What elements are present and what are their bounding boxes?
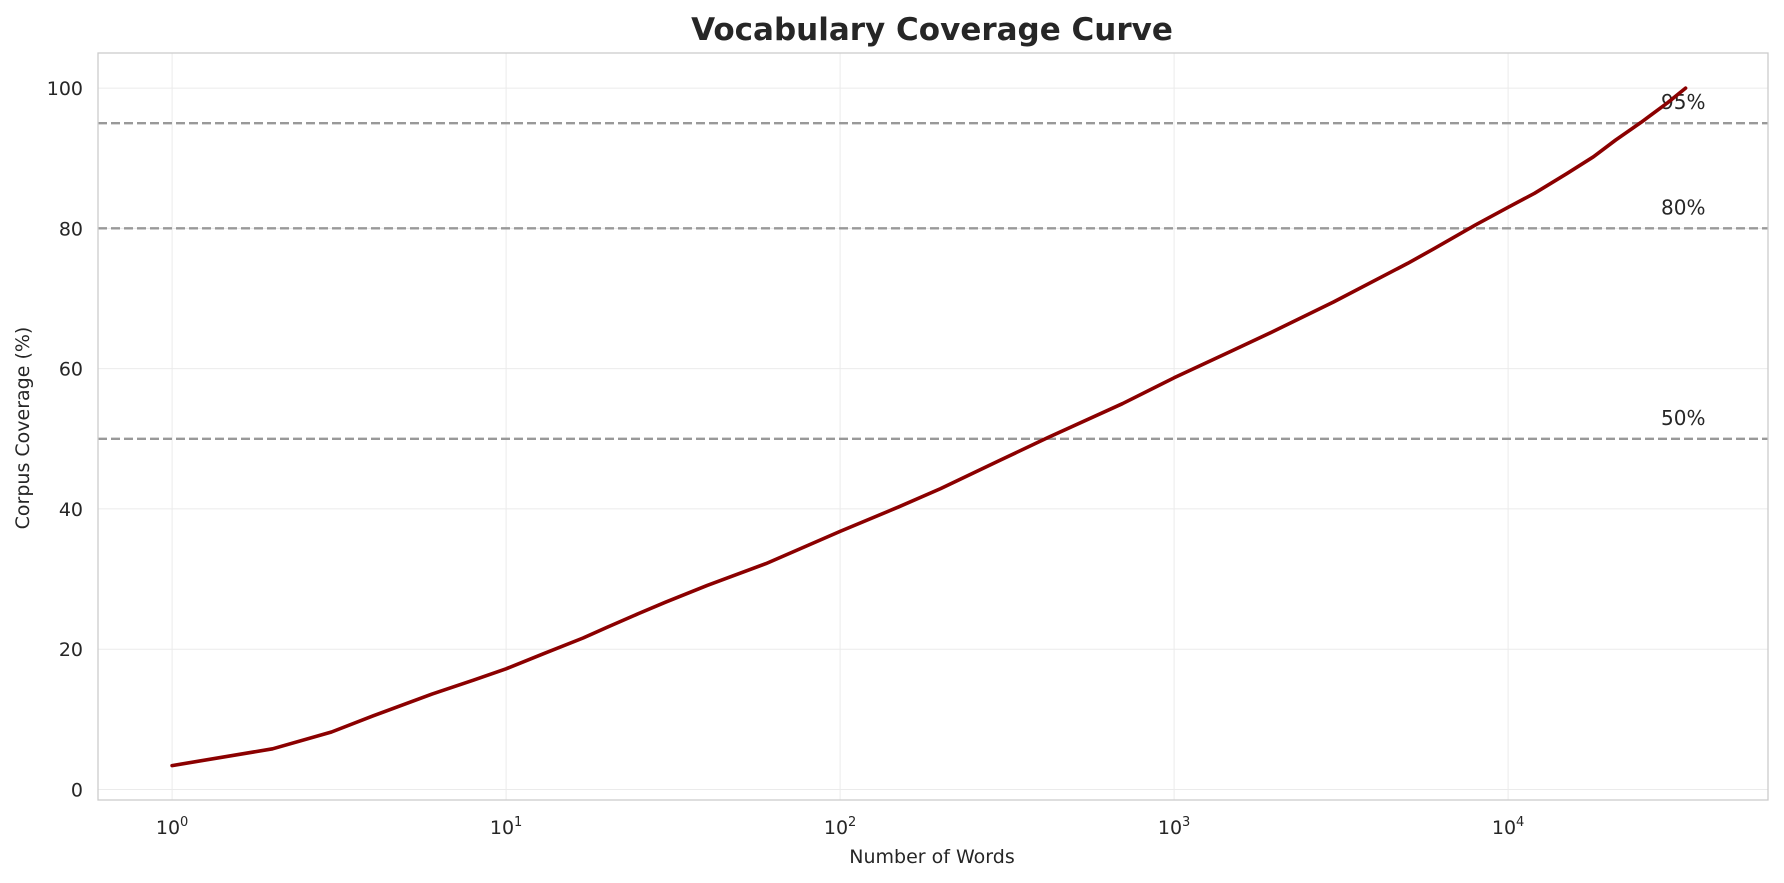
y-tick-label: 80 [59, 218, 83, 240]
x-axis-label: Number of Words [849, 846, 1014, 868]
y-tick-label: 60 [59, 359, 83, 381]
coverage-line [170, 86, 1688, 768]
x-tick-exponent: 2 [848, 815, 856, 830]
plot-frame [97, 52, 1769, 801]
x-tick-base: 10 [1492, 817, 1516, 839]
x-tick-base: 10 [490, 817, 514, 839]
reference-lines: 95%80%50% [98, 90, 1768, 440]
y-tick-label: 20 [59, 639, 83, 661]
y-tick-label: 0 [71, 779, 83, 801]
x-tick-label: 100 [156, 815, 188, 839]
x-tick-exponent: 3 [1182, 815, 1190, 830]
x-tick-exponent: 4 [1516, 815, 1524, 830]
x-tick-label: 104 [1492, 815, 1524, 839]
y-tick-label: 100 [47, 78, 83, 100]
x-tick-label: 102 [824, 815, 856, 839]
x-tick-exponent: 0 [180, 815, 188, 830]
x-tick-label: 103 [1158, 815, 1190, 839]
reference-line-label: 80% [1661, 195, 1705, 219]
y-axis-label: Corpus Coverage (%) [12, 327, 34, 530]
y-tick-label: 40 [59, 499, 83, 521]
chart-title: Vocabulary Coverage Curve [691, 12, 1173, 48]
x-tick-base: 10 [156, 817, 180, 839]
reference-line-label: 50% [1661, 406, 1705, 430]
x-tick-base: 10 [1158, 817, 1182, 839]
x-tick-label: 101 [490, 815, 522, 839]
series-layer [170, 86, 1688, 768]
x-tick-exponent: 1 [514, 815, 522, 830]
x-tick-base: 10 [824, 817, 848, 839]
